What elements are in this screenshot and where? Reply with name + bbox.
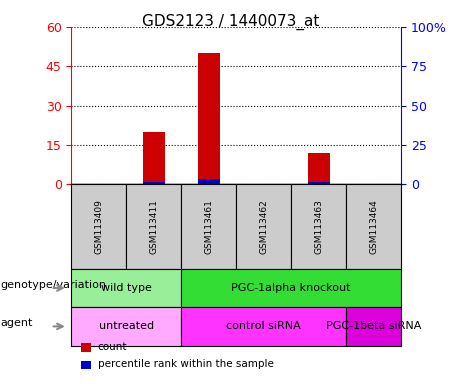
Text: agent: agent: [0, 318, 33, 328]
Bar: [143, 132, 165, 184]
Text: control siRNA: control siRNA: [226, 321, 301, 331]
Text: untreated: untreated: [99, 321, 154, 331]
Text: GSM113462: GSM113462: [259, 199, 268, 254]
Text: percentile rank within the sample: percentile rank within the sample: [98, 359, 274, 369]
Bar: [143, 182, 165, 184]
Text: GSM113409: GSM113409: [95, 199, 103, 254]
Text: GSM113464: GSM113464: [369, 199, 378, 254]
Text: GDS2123 / 1440073_at: GDS2123 / 1440073_at: [142, 13, 319, 30]
Text: GSM113463: GSM113463: [314, 199, 323, 254]
Text: GSM113461: GSM113461: [204, 199, 213, 254]
Text: PGC-1beta siRNA: PGC-1beta siRNA: [326, 321, 421, 331]
Text: genotype/variation: genotype/variation: [0, 280, 106, 290]
Text: count: count: [98, 342, 127, 352]
Bar: [198, 179, 220, 184]
Text: GSM113411: GSM113411: [149, 199, 159, 254]
Bar: [307, 153, 330, 184]
Bar: [198, 53, 220, 184]
Text: wild type: wild type: [101, 283, 152, 293]
Text: PGC-1alpha knockout: PGC-1alpha knockout: [231, 283, 351, 293]
Bar: [307, 182, 330, 184]
